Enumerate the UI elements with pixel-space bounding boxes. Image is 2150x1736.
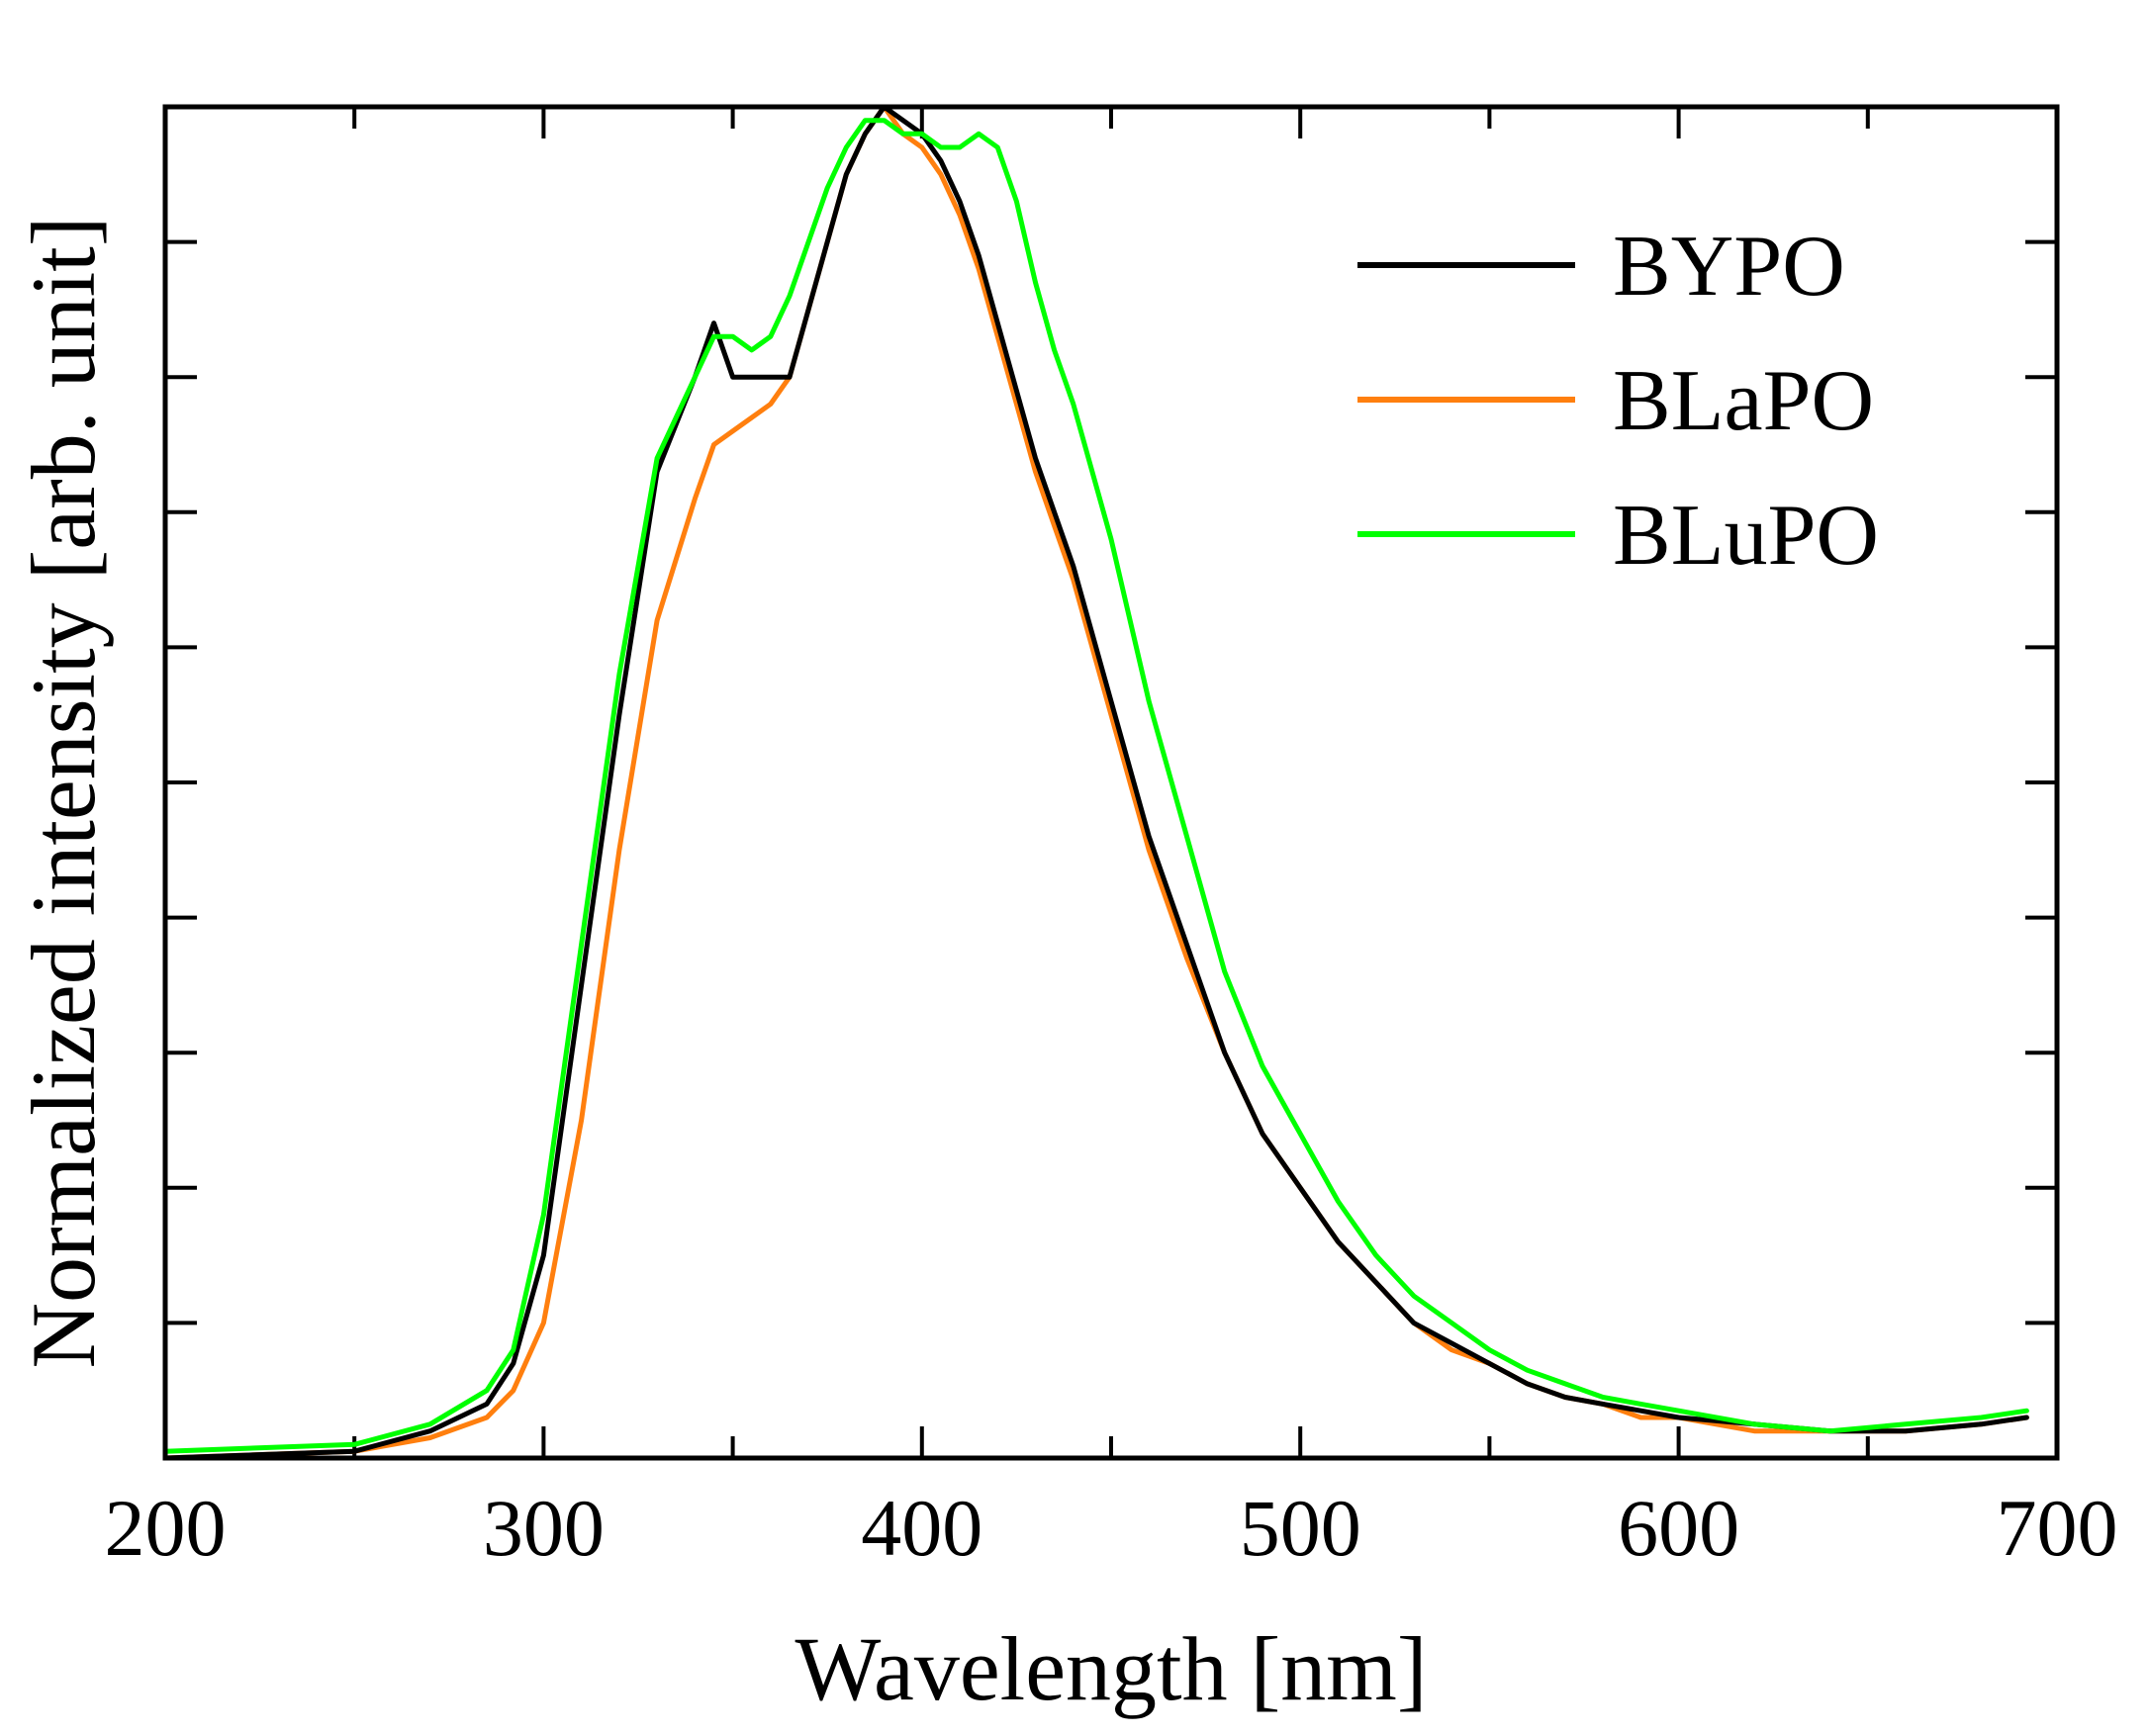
series-line-blupo xyxy=(162,118,2029,1454)
x-tick-label: 400 xyxy=(861,1483,982,1573)
x-tick-label: 200 xyxy=(105,1483,227,1573)
y-axis-title: Normalized intensity [arb. unit] xyxy=(13,216,114,1368)
x-tick-label: 700 xyxy=(1997,1483,2118,1573)
legend-label-blapo: BLaPO xyxy=(1613,353,1874,449)
series-layer xyxy=(162,104,2029,1461)
x-axis-title: Wavelength [nm] xyxy=(795,1618,1428,1719)
legend-label-blupo: BLuPO xyxy=(1613,488,1879,584)
x-tick-label: 500 xyxy=(1240,1483,1361,1573)
x-tick-label: 600 xyxy=(1618,1483,1739,1573)
x-tick-label: 300 xyxy=(483,1483,605,1573)
series-line-bypo xyxy=(162,104,2029,1461)
x-tick-labels: 200 300 400 500 600 700 xyxy=(105,1483,2118,1573)
legend: BYPO BLaPO BLuPO xyxy=(1357,219,1879,584)
legend-label-bypo: BYPO xyxy=(1613,219,1845,315)
plot-frame xyxy=(162,104,2060,1461)
